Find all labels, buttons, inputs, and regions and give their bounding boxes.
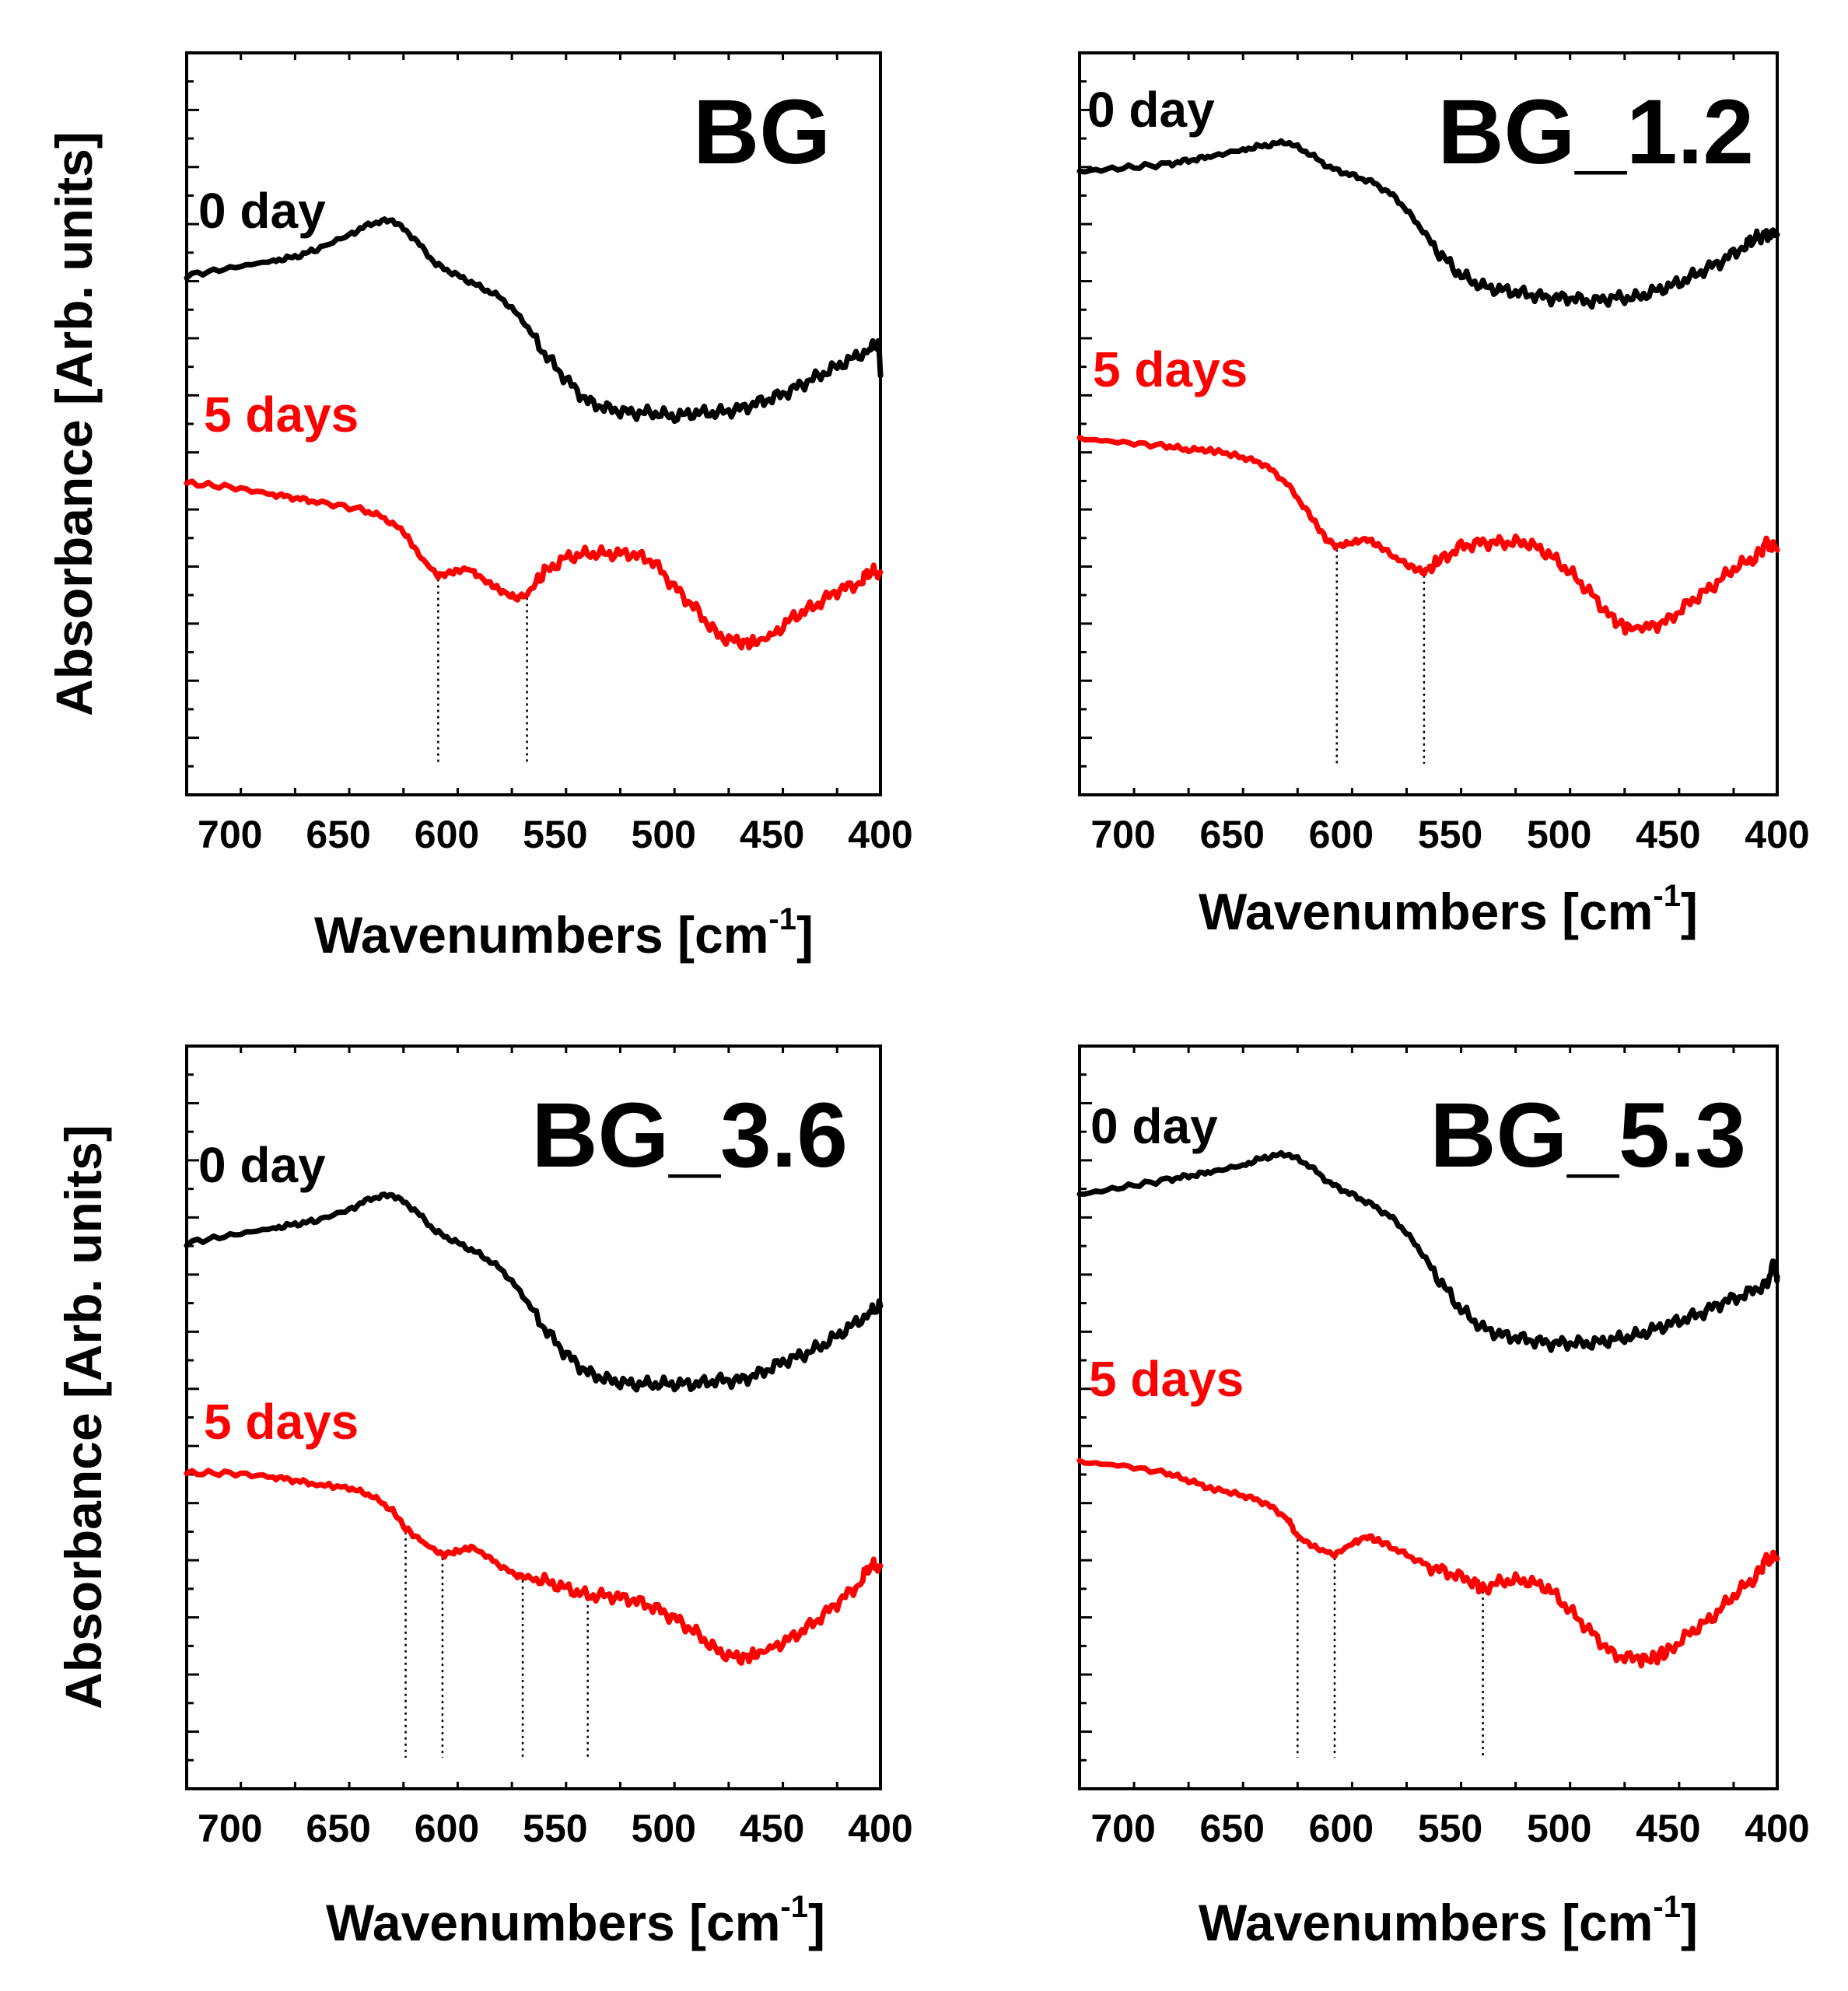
x-tick-label: 600 (415, 1807, 479, 1850)
x-tick-label: 450 (1636, 813, 1700, 856)
x-axis-label: Wavenumbers [cm-1] (1199, 879, 1698, 940)
x-tick-label: 650 (306, 813, 370, 856)
x-tick-label: 550 (523, 1807, 587, 1850)
x-tick-label: 550 (1418, 1807, 1482, 1850)
x-axis-label: Wavenumbers [cm-1] (1199, 1890, 1698, 1951)
x-tick-label: 650 (1200, 1807, 1265, 1850)
x-tick-label: 400 (848, 1807, 912, 1850)
x-tick-label: 700 (198, 1807, 262, 1850)
panel-title: BG_5.3 (1430, 1084, 1746, 1187)
x-tick-label: 700 (1090, 813, 1155, 856)
y-axis-label: Absorbance [Arb. units] (45, 131, 103, 716)
x-axis-label-end: ] (1681, 1894, 1698, 1951)
panel-4: 700 650 600 550 500 450 400 0 day 5 days BG_5.3 Wa… (1076, 1044, 1810, 1951)
x-tick-label: 500 (1527, 1807, 1591, 1850)
panel-title: BG_1.2 (1437, 81, 1754, 184)
series-label-0-day: 0 day (198, 1137, 326, 1193)
x-tick-label: 400 (1745, 813, 1809, 856)
x-tick-label: 700 (1090, 1807, 1155, 1850)
x-axis-label-end: ] (1681, 883, 1698, 940)
series-line-5-days (1076, 1457, 1780, 1669)
x-tick-label: 450 (740, 1807, 804, 1850)
x-axis-label-end: ] (808, 1894, 825, 1951)
x-axis-label-end: ] (796, 906, 814, 964)
series-label-5-days: 5 days (204, 387, 359, 443)
x-tick-label: 600 (1309, 1807, 1374, 1850)
x-tick-label: 500 (632, 813, 696, 856)
x-tick-label: 400 (1745, 1807, 1809, 1850)
x-axis-label-main: Wavenumbers [cm (326, 1894, 780, 1951)
x-tick-label: 600 (415, 813, 479, 856)
x-tick-label: 450 (740, 813, 804, 856)
series-line-0-day (184, 1191, 884, 1393)
x-tick-label: 600 (1309, 813, 1374, 856)
x-tick-label: 650 (306, 1807, 370, 1850)
series-line-5-days (1076, 435, 1780, 636)
series-line-0-day (184, 216, 884, 425)
x-tick-label: 550 (1418, 813, 1482, 856)
panel-title: BG_3.6 (531, 1084, 848, 1187)
series-label-0-day: 0 day (1087, 82, 1215, 138)
x-axis-label-main: Wavenumbers [cm (314, 906, 768, 964)
x-axis-label-sup: -1 (1653, 879, 1681, 913)
series-label-0-day: 0 day (198, 183, 326, 239)
x-axis-label-main: Wavenumbers [cm (1199, 1894, 1653, 1951)
series-line-0-day (1076, 138, 1780, 310)
y-axis-label: Absorbance [Arb. units] (54, 1125, 112, 1709)
x-axis-label-main: Wavenumbers [cm (1199, 883, 1653, 940)
series-line-0-day (1076, 1149, 1780, 1353)
panel-1: 700 650 600 550 500 450 400 0 day 5 days BG Wavenu… (45, 51, 913, 964)
series-label-5-days: 5 days (1089, 1351, 1244, 1407)
series-label-5-days: 5 days (204, 1394, 359, 1450)
series-line-5-days (184, 1468, 884, 1666)
series-label-0-day: 0 day (1090, 1098, 1218, 1154)
x-tick-label: 550 (523, 813, 587, 856)
x-tick-label: 500 (1527, 813, 1591, 856)
panel-3: 700 650 600 550 500 450 400 0 day 5 days BG_3.6 Wa… (54, 1044, 913, 1951)
x-tick-label: 650 (1200, 813, 1265, 856)
x-axis-label-sup: -1 (768, 902, 796, 936)
panel-title: BG (693, 81, 831, 184)
x-tick-label: 450 (1636, 1807, 1700, 1850)
series-line-5-days (184, 478, 884, 651)
x-axis-label-sup: -1 (780, 1890, 808, 1924)
x-axis-label-sup: -1 (1653, 1890, 1681, 1924)
panels: 700 650 600 550 500 450 400 0 day 5 days BG Wavenu… (45, 51, 1810, 1951)
x-axis-label: Wavenumbers [cm-1] (326, 1890, 825, 1951)
x-tick-label: 400 (848, 813, 912, 856)
panel-2: 700 650 600 550 500 450 400 0 day 5 days BG_1.2 Wa… (1076, 51, 1810, 940)
series-label-5-days: 5 days (1093, 341, 1248, 397)
x-tick-label: 500 (632, 1807, 696, 1850)
x-axis-label: Wavenumbers [cm-1] (314, 902, 814, 964)
x-tick-label: 700 (198, 813, 262, 856)
